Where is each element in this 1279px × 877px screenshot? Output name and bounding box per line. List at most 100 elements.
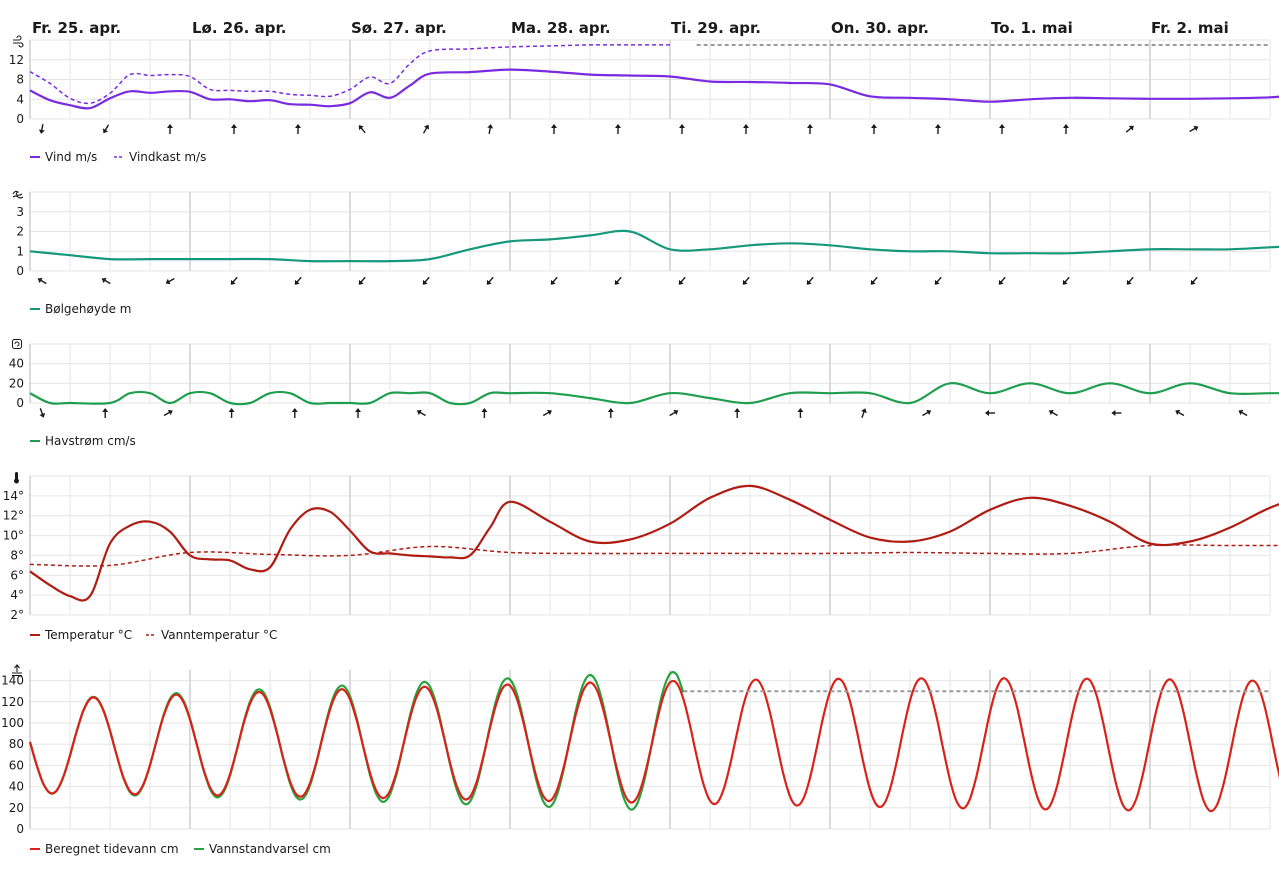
arrow-head <box>37 277 43 284</box>
direction-arrow <box>871 124 877 134</box>
series-line <box>29 484 1279 602</box>
arrow-head <box>487 124 494 129</box>
arrow-head <box>935 124 941 128</box>
direction-arrow <box>985 410 995 416</box>
tide-legend-label: Beregnet tidevann cm <box>45 842 179 856</box>
arrow-head <box>358 125 364 131</box>
direction-arrow <box>678 276 686 285</box>
arrow-head <box>1193 125 1199 132</box>
day-header-4: Ti. 29. apr. <box>671 19 761 37</box>
arrow-head <box>1190 279 1196 285</box>
current-legend-label: Havstrøm cm/s <box>45 434 136 448</box>
direction-arrow <box>486 276 494 285</box>
direction-arrow <box>1189 125 1199 133</box>
arrow-head <box>102 128 109 134</box>
arrow-head <box>486 279 492 285</box>
direction-arrow <box>167 124 173 134</box>
direction-arrow <box>39 408 46 418</box>
wind-legend: Vind m/s Vindkast m/s <box>30 150 206 164</box>
direction-arrow <box>922 409 932 417</box>
series-line <box>29 544 1279 567</box>
direction-arrow <box>1126 276 1134 285</box>
direction-arrow <box>422 124 430 134</box>
direction-arrow <box>614 276 622 285</box>
y-tick-label: 40 <box>9 780 24 794</box>
y-tick-label: 4° <box>10 588 24 602</box>
direction-arrow <box>358 276 366 285</box>
y-tick-label: 12° <box>3 509 24 523</box>
direction-arrow <box>551 124 557 134</box>
direction-arrow <box>797 408 804 418</box>
water-temp-legend-label: Vanntemperatur °C <box>161 628 277 642</box>
direction-arrow <box>422 276 430 285</box>
direction-arrow <box>615 124 621 134</box>
arrow-head <box>678 279 684 285</box>
direction-arrow <box>679 124 685 134</box>
direction-arrow <box>870 276 878 285</box>
day-header-6: To. 1. mai <box>991 19 1073 37</box>
arrow-head <box>806 279 812 285</box>
direction-arrow <box>231 124 237 134</box>
wave-panel: 0 1 2 3 <box>16 191 1279 285</box>
direction-arrow <box>1190 276 1198 285</box>
direction-arrow <box>102 408 109 418</box>
arrow-head <box>734 408 741 412</box>
direction-arrow <box>806 276 814 285</box>
direction-arrow <box>934 276 942 285</box>
arrow-head <box>999 124 1005 128</box>
direction-arrow <box>807 124 813 134</box>
y-tick-label: 0 <box>16 264 24 278</box>
direction-arrow <box>291 408 298 418</box>
wind-icon <box>13 35 24 48</box>
arrow-head <box>231 124 237 128</box>
direction-arrow <box>101 277 111 285</box>
arrow-head <box>167 409 173 416</box>
y-tick-label: 120 <box>1 695 24 709</box>
arrow-head <box>1238 409 1244 416</box>
day-header-0: Fr. 25. apr. <box>32 19 121 37</box>
direction-arrow <box>1111 410 1122 416</box>
y-tick-label: 20 <box>9 801 24 815</box>
day-header-7: Fr. 2. mai <box>1151 19 1229 37</box>
y-tick-label: 1 <box>16 244 24 258</box>
arrow-head <box>1062 279 1068 285</box>
direction-arrow <box>542 409 552 417</box>
direction-arrow <box>37 277 47 285</box>
wave-icon <box>12 190 24 199</box>
y-tick-label: 12 <box>9 53 24 67</box>
arrow-head <box>291 408 298 412</box>
wind-legend-label: Vind m/s <box>45 150 97 164</box>
y-tick-label: 140 <box>1 674 24 688</box>
direction-arrow <box>1048 409 1058 417</box>
y-tick-label: 80 <box>9 737 24 751</box>
arrow-head <box>38 129 45 134</box>
direction-arrow <box>163 409 173 417</box>
arrow-head <box>39 412 46 418</box>
wave-legend-label: Bølgehøyde m <box>45 302 131 316</box>
direction-arrow <box>935 124 941 134</box>
day-header-5: On. 30. apr. <box>831 19 929 37</box>
arrow-head <box>230 279 236 285</box>
direction-arrow <box>358 125 366 134</box>
temp-legend: Temperatur °C Vanntemperatur °C <box>30 628 277 642</box>
direction-arrow <box>230 276 238 285</box>
arrow-head <box>294 279 300 285</box>
direction-arrow <box>1238 409 1248 417</box>
tide-icon <box>12 664 22 677</box>
direction-arrow <box>734 408 741 418</box>
y-tick-label: 0 <box>16 112 24 126</box>
thermometer-icon <box>14 472 19 484</box>
arrow-head <box>615 124 621 128</box>
y-tick-label: 2 <box>16 225 24 239</box>
arrow-head <box>607 408 614 412</box>
sea-level-legend-label: Vannstandvarsel cm <box>209 842 331 856</box>
arrow-head <box>550 279 556 285</box>
temp-legend-label: Temperatur °C <box>44 628 132 642</box>
y-tick-label: 20 <box>9 376 24 390</box>
arrow-head <box>1126 279 1132 285</box>
arrow-head <box>926 409 932 416</box>
direction-arrow <box>550 276 558 285</box>
day-header-3: Ma. 28. apr. <box>511 19 611 37</box>
direction-arrow <box>294 276 302 285</box>
series-line <box>29 68 1279 110</box>
